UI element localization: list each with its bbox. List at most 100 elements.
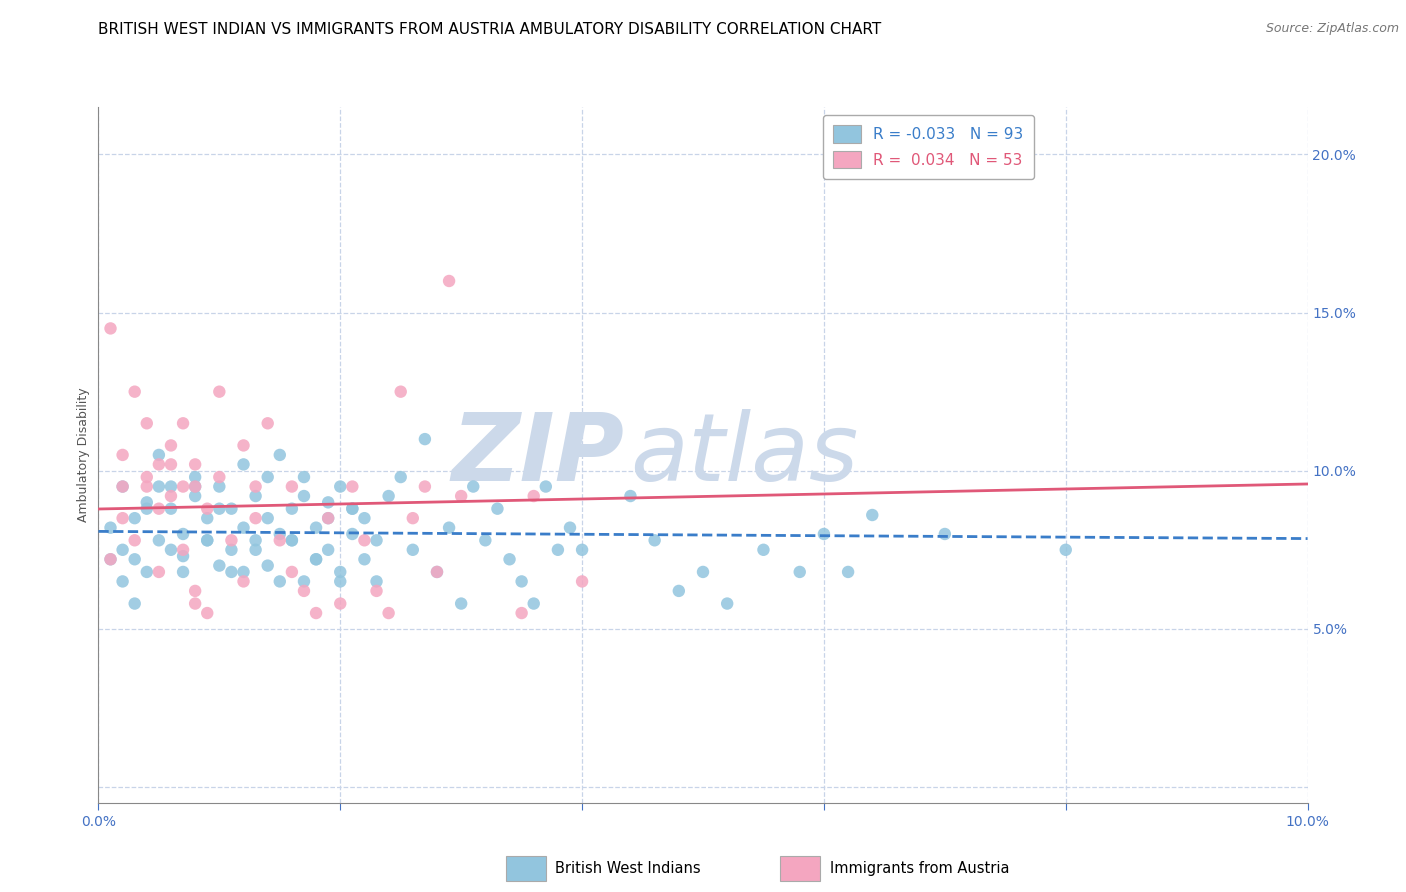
Point [172,565,194,579]
Point [184,479,207,493]
Point [510,574,533,589]
Point [148,448,170,462]
Point [160,542,183,557]
Point [195,511,218,525]
Point [437,521,460,535]
Point [232,458,254,472]
Point [450,489,472,503]
Point [135,495,157,509]
Point [281,479,304,493]
Legend: R = -0.033   N = 93, R =  0.034   N = 53: R = -0.033 N = 93, R = 0.034 N = 53 [823,115,1033,179]
Point [135,470,157,484]
Point [353,552,375,566]
Point [221,533,243,548]
Point [269,448,291,462]
Point [292,574,315,589]
Point [389,384,412,399]
Point [402,511,425,525]
Point [232,565,254,579]
Point [269,574,291,589]
Point [305,521,328,535]
Point [172,479,194,493]
Point [305,552,328,566]
Point [269,533,291,548]
Point [281,533,304,548]
Text: Source: ZipAtlas.com: Source: ZipAtlas.com [1265,22,1399,36]
Point [221,542,243,557]
Point [135,417,157,431]
Point [523,489,546,503]
Point [135,479,157,493]
Point [292,470,315,484]
Point [160,489,183,503]
Point [184,489,207,503]
Point [111,542,134,557]
Point [160,501,183,516]
Point [752,542,775,557]
Point [256,511,278,525]
Point [111,448,134,462]
Point [184,458,207,472]
Point [1054,542,1077,557]
Point [256,470,278,484]
Point [111,574,134,589]
Point [245,542,267,557]
Point [426,565,449,579]
Point [353,533,375,548]
Text: ZIP: ZIP [451,409,624,501]
Point [232,574,254,589]
Point [184,583,207,598]
Point [316,542,339,557]
Text: atlas: atlas [630,409,859,500]
Point [377,606,399,620]
Point [256,417,278,431]
Point [837,565,859,579]
Point [547,542,569,557]
Point [450,597,472,611]
Point [208,479,231,493]
Point [100,552,122,566]
Point [644,533,666,548]
Point [245,489,267,503]
Point [184,479,207,493]
Point [208,470,231,484]
Point [366,533,388,548]
Point [426,565,449,579]
Point [437,274,460,288]
Point [558,521,581,535]
Point [813,527,835,541]
Point [342,479,364,493]
Text: BRITISH WEST INDIAN VS IMMIGRANTS FROM AUSTRIA AMBULATORY DISABILITY CORRELATION: BRITISH WEST INDIAN VS IMMIGRANTS FROM A… [98,22,882,37]
Point [402,542,425,557]
Point [692,565,714,579]
Point [329,597,352,611]
Point [668,583,690,598]
Point [342,527,364,541]
Point [124,533,146,548]
Point [534,479,557,493]
Point [329,574,352,589]
Point [172,417,194,431]
Point [245,511,267,525]
Point [111,479,134,493]
Point [281,565,304,579]
Point [292,583,315,598]
Point [366,583,388,598]
Point [329,565,352,579]
Point [100,552,122,566]
Point [281,533,304,548]
Point [111,479,134,493]
Point [172,549,194,563]
Point [124,552,146,566]
Point [571,574,593,589]
Point [245,479,267,493]
Point [160,438,183,452]
Point [195,501,218,516]
Point [256,558,278,573]
Y-axis label: Ambulatory Disability: Ambulatory Disability [77,388,90,522]
Point [281,501,304,516]
Point [789,565,811,579]
Point [860,508,883,522]
Point [366,574,388,589]
Point [269,527,291,541]
